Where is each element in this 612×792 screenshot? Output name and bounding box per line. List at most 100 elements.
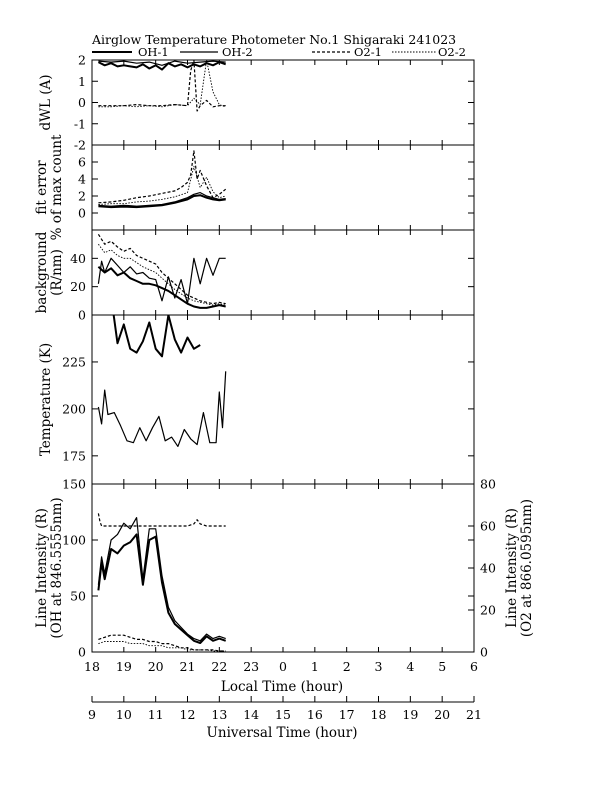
series-line-oh-1 — [97, 533, 227, 644]
panel-frame — [91, 314, 475, 485]
series-group — [98, 150, 227, 209]
chart-title: Airglow Temperature Photometer No.1 Shig… — [91, 32, 456, 47]
x-tick-label-universal: 18 — [371, 707, 387, 722]
x-tick-label-universal: 19 — [402, 707, 418, 722]
panels: -2 -1 0 1 2 dWL (A) 0 2 4 6 fit error% of max coun… — [34, 53, 535, 660]
series-line-oh-2 — [98, 192, 226, 207]
y-tick-label-right: 60 — [480, 519, 496, 534]
y-tick-label-right: 0 — [480, 645, 488, 660]
y-tick-label: 2 — [78, 53, 86, 68]
y-axis-label: Line Intensity (R) — [34, 508, 50, 628]
series-line-oh-1 — [97, 266, 226, 309]
series-line-o2-1 — [97, 233, 226, 305]
y-tick-label: 0 — [78, 206, 86, 221]
series-line-o2-2 — [98, 243, 226, 306]
y-tick-label: 0 — [78, 308, 86, 323]
panel-dwl: -2 -1 0 1 2 dWL (A) — [38, 53, 475, 153]
panel-temperature: 175 200 225 Temperature (K) — [38, 314, 475, 485]
x-tick-label-local: 18 — [84, 659, 100, 674]
x-tick-label-universal: 16 — [307, 707, 323, 722]
x-tick-label-local: 20 — [148, 659, 164, 674]
series-line-oh-2 — [97, 257, 226, 305]
panel-frame — [91, 59, 475, 146]
legend: OH-1 OH-2 O2-1 O2-2 — [92, 45, 466, 59]
y-axis-label: Temperature (K) — [38, 343, 54, 456]
series-line-o2-1 — [98, 60, 226, 112]
series-group — [97, 513, 227, 652]
y-tick-label: 4 — [78, 172, 86, 187]
x-tick-label-local: 0 — [279, 659, 287, 674]
x-tick-label-universal: 14 — [243, 707, 259, 722]
y-tick-label: 0 — [78, 645, 86, 660]
x-tick-label-universal: 20 — [434, 707, 450, 722]
x-tick-label-universal: 11 — [148, 707, 164, 722]
series-line-o2-1 — [98, 150, 227, 204]
x-axis-label-local: Local Time (hour) — [221, 679, 343, 695]
x-tick-label-universal: 15 — [275, 707, 291, 722]
panel-frame — [91, 229, 475, 316]
y-tick-label: 100 — [62, 533, 86, 548]
x-tick-label-local: 5 — [438, 659, 446, 674]
x-axis-label-universal: Universal Time (hour) — [207, 725, 358, 741]
series-group — [97, 233, 226, 309]
y-axis-label: (OH at 846.5555nm) — [49, 497, 65, 638]
y-axis-label: background — [34, 231, 50, 313]
series-line-o2-1 — [98, 634, 226, 652]
series-line-o2-2 — [98, 60, 226, 108]
y-tick-label: 50 — [70, 589, 86, 604]
legend-label: OH-2 — [222, 45, 253, 59]
y-tick-label: 175 — [62, 448, 86, 463]
panel-frame — [91, 483, 475, 653]
panel-frame — [91, 144, 475, 231]
x-tick-label-local: 23 — [243, 659, 259, 674]
y-axis-label-right: (O2 at 866.0595nm) — [519, 499, 535, 637]
x-tick-label-local: 2 — [343, 659, 351, 674]
series-line-oh-1 — [97, 61, 227, 71]
y-tick-label: 2 — [78, 189, 86, 204]
y-tick-label: -1 — [74, 116, 86, 131]
x-axes: Local Time (hour) Universal Time (hour) … — [84, 659, 482, 741]
x-tick-label-universal: 21 — [466, 707, 482, 722]
panel-fit_error: 0 2 4 6 fit error% of max count — [34, 134, 475, 240]
x-tick-label-universal: 9 — [88, 707, 96, 722]
series-line-oh-1 — [98, 194, 226, 209]
series-line-o2-2 — [98, 165, 226, 205]
series-line-oh-2 — [98, 60, 226, 66]
y-tick-label: 6 — [78, 155, 86, 170]
legend-label: O2-2 — [438, 45, 466, 59]
y-axis-label: fit error — [34, 160, 50, 215]
x-tick-label-universal: 12 — [180, 707, 196, 722]
x-tick-label-local: 6 — [470, 659, 478, 674]
series-group — [97, 315, 227, 447]
y-tick-label-right: 40 — [480, 561, 496, 576]
y-tick-label: 1 — [78, 74, 86, 89]
x-tick-label-universal: 13 — [211, 707, 227, 722]
y-axis-label-right: Line Intensity (R) — [504, 508, 520, 628]
y-tick-label: 150 — [62, 477, 86, 492]
legend-label: O2-1 — [354, 45, 382, 59]
y-tick-label: -2 — [74, 138, 86, 153]
y-tick-label-right: 20 — [480, 603, 496, 618]
y-tick-label-right: 80 — [480, 477, 496, 492]
panel-background: 0 20 40 background (R/nm) — [34, 229, 475, 323]
x-tick-label-local: 4 — [406, 659, 414, 674]
series-group — [97, 60, 227, 112]
series-line-oh-2 — [97, 516, 226, 642]
legend-label: OH-1 — [138, 45, 169, 59]
series-line-oh-1 — [112, 315, 201, 358]
series-line-oh-2 — [97, 371, 227, 447]
series-line-o2-1 — [97, 513, 226, 527]
x-tick-label-local: 22 — [211, 659, 227, 674]
x-tick-label-local: 21 — [180, 659, 196, 674]
y-tick-label: 20 — [70, 279, 86, 294]
y-axis-label: (R/nm) — [49, 249, 65, 296]
y-tick-label: 40 — [70, 251, 86, 266]
x-tick-label-local: 19 — [116, 659, 132, 674]
y-tick-label: 200 — [62, 401, 86, 416]
y-axis-label: % of max count — [49, 134, 65, 240]
y-tick-label: 225 — [62, 354, 86, 369]
x-tick-label-local: 1 — [311, 659, 319, 674]
y-axis-label: dWL (A) — [38, 74, 54, 130]
x-tick-label-local: 3 — [375, 659, 383, 674]
